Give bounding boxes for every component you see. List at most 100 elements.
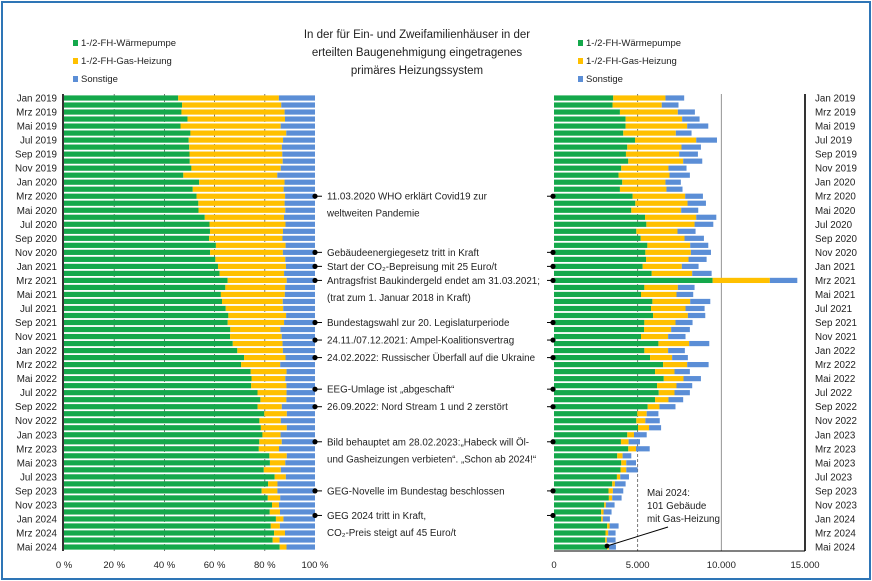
right-bar-heat-pump bbox=[554, 144, 628, 150]
right-y-tick-label: Jan 2019 bbox=[815, 94, 855, 105]
right-bar-heat-pump bbox=[554, 263, 643, 269]
event-marker-dot-right bbox=[550, 386, 556, 392]
left-bar-heat-pump bbox=[64, 123, 181, 129]
left-y-tick-label: Jan 2022 bbox=[17, 346, 57, 357]
left-bar-gas bbox=[230, 333, 282, 340]
left-bar-other bbox=[286, 411, 315, 417]
left-bar-heat-pump bbox=[64, 95, 179, 101]
right-bar-other bbox=[677, 284, 695, 291]
left-bar-gas bbox=[274, 474, 286, 480]
event-label: 24.02.2022: Russischer Überfall auf die … bbox=[327, 353, 536, 364]
right-bar-gas bbox=[625, 116, 683, 122]
right-bar-heat-pump bbox=[554, 404, 648, 410]
right-bar-gas bbox=[637, 411, 647, 417]
right-bar-other bbox=[614, 481, 626, 487]
right-bar-gas bbox=[628, 158, 684, 164]
left-bar-other bbox=[279, 523, 315, 529]
right-bar-heat-pump bbox=[554, 397, 656, 403]
right-bar-heat-pump bbox=[554, 242, 648, 248]
left-y-tick-label: Jan 2020 bbox=[17, 178, 58, 189]
left-bar-heat-pump bbox=[64, 340, 233, 347]
left-bar-other bbox=[277, 172, 315, 178]
legend-swatch-other bbox=[73, 76, 78, 82]
right-y-tick-label: Nov 2021 bbox=[815, 332, 857, 343]
left-bar-heat-pump bbox=[64, 207, 199, 213]
right-bar-other bbox=[649, 425, 662, 431]
right-bar-gas bbox=[619, 109, 678, 115]
left-y-tick-label: Sep 2019 bbox=[15, 150, 57, 161]
left-bar-other bbox=[279, 446, 315, 452]
event-marker-dot-right bbox=[550, 263, 556, 269]
left-bar-other bbox=[282, 249, 315, 255]
right-y-tick-label: Jul 2019 bbox=[815, 136, 852, 147]
right-bar-gas bbox=[646, 256, 689, 262]
right-bar-other bbox=[685, 193, 703, 199]
right-bar-gas bbox=[618, 172, 670, 178]
left-bar-heat-pump bbox=[64, 453, 270, 459]
left-bar-other bbox=[280, 326, 315, 333]
left-bar-gas bbox=[181, 109, 285, 115]
right-bar-heat-pump bbox=[554, 537, 606, 543]
right-bar-other bbox=[605, 502, 615, 508]
right-bar-other bbox=[694, 221, 714, 227]
right-bar-gas bbox=[632, 193, 686, 199]
left-bar-gas bbox=[217, 263, 286, 269]
right-bar-heat-pump bbox=[554, 228, 637, 234]
left-bar-gas bbox=[263, 467, 281, 473]
right-bar-heat-pump bbox=[554, 432, 628, 438]
right-bar-other bbox=[769, 277, 798, 284]
right-bar-other bbox=[690, 242, 709, 248]
right-bar-gas bbox=[601, 509, 604, 515]
legend-swatch-gas bbox=[578, 58, 583, 64]
right-bar-other bbox=[676, 383, 693, 389]
left-x-tick-label: 40 % bbox=[154, 560, 176, 571]
right-bar-heat-pump bbox=[554, 137, 635, 143]
left-bar-other bbox=[285, 242, 315, 248]
left-bar-gas bbox=[191, 165, 281, 171]
right-bar-other bbox=[668, 347, 685, 354]
chart-title-line-1: In der für Ein- und Zweifamilienhäuser i… bbox=[304, 29, 530, 41]
left-bar-other bbox=[281, 333, 315, 340]
left-bar-heat-pump bbox=[64, 544, 280, 550]
event-marker-dot-right bbox=[550, 193, 556, 199]
right-bar-heat-pump bbox=[554, 354, 651, 361]
event-label: Gebäudeenergiegesetz tritt in Kraft bbox=[327, 248, 479, 259]
right-y-tick-label: Mrz 2023 bbox=[815, 444, 856, 455]
right-bar-heat-pump bbox=[554, 326, 645, 333]
left-bar-gas bbox=[262, 432, 281, 438]
left-bar-gas bbox=[182, 102, 282, 108]
event-label: Bundestagswahl zur 20. Legislaturperiode bbox=[327, 318, 510, 329]
right-bar-other bbox=[683, 158, 703, 164]
right-bar-heat-pump bbox=[554, 221, 647, 227]
left-bar-heat-pump bbox=[64, 298, 223, 305]
right-bar-other bbox=[626, 460, 636, 466]
left-bar-other bbox=[286, 390, 315, 396]
left-bar-other bbox=[286, 383, 315, 389]
left-bar-other bbox=[281, 102, 315, 108]
right-bar-gas bbox=[652, 298, 691, 305]
event-marker-dot-right bbox=[550, 512, 556, 519]
left-bar-gas bbox=[257, 404, 282, 410]
right-x-tick-label: 10.000 bbox=[707, 560, 736, 571]
left-bar-other bbox=[283, 516, 315, 522]
left-y-tick-label: Mai 2022 bbox=[17, 374, 57, 385]
left-bar-heat-pump bbox=[64, 474, 275, 480]
left-bar-other bbox=[278, 95, 315, 101]
right-bar-gas bbox=[636, 228, 678, 234]
left-bar-heat-pump bbox=[64, 397, 261, 403]
right-bar-other bbox=[633, 432, 647, 438]
right-bar-other bbox=[681, 207, 699, 213]
left-bar-heat-pump bbox=[64, 376, 252, 382]
left-bar-heat-pump bbox=[64, 411, 265, 417]
event-label: 11.03.2020 WHO erklärt Covid19 zur bbox=[327, 192, 488, 203]
event-label: 26.09.2022: Nord Stream 1 und 2 zerstört bbox=[327, 402, 508, 413]
left-bar-other bbox=[286, 425, 315, 431]
left-bar-other bbox=[285, 256, 315, 262]
event-marker-dot-left bbox=[312, 319, 318, 326]
left-bar-other bbox=[284, 530, 315, 536]
left-bar-gas bbox=[198, 200, 285, 206]
right-bar-gas bbox=[644, 347, 669, 354]
left-bar-heat-pump bbox=[64, 151, 190, 157]
left-bar-other bbox=[286, 277, 315, 284]
